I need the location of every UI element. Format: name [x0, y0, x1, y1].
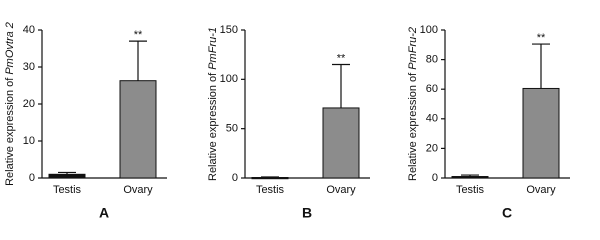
- y-tick-label: 0: [232, 172, 238, 184]
- y-tick-label: 40: [23, 24, 35, 36]
- bar: [322, 107, 360, 179]
- significance: **: [537, 32, 546, 44]
- x-tick-label: Testis: [53, 184, 82, 196]
- y-axis-label: Relative expression of PmFru-1: [207, 27, 219, 181]
- x-tick-label: Ovary: [326, 184, 356, 196]
- bar: [48, 173, 86, 179]
- figure: 0 10 20 30 40 Relative expression of PmOvtra 2…: [4, 22, 570, 221]
- bar: [522, 87, 560, 179]
- y-axis-label-gene: PmFru-1: [207, 27, 219, 70]
- y-tick-label: 100: [220, 73, 238, 85]
- x-tick-label: Ovary: [123, 184, 153, 196]
- y-axis-label: Relative expression of PmFru-2: [407, 27, 419, 181]
- y-tick-label: 150: [220, 24, 238, 36]
- y-tick-label: 20: [426, 142, 438, 154]
- bar: [251, 177, 289, 180]
- y-tick-label: 60: [426, 83, 438, 95]
- y-tick-label: 20: [23, 98, 35, 110]
- significance: **: [134, 29, 143, 41]
- y-tick-label: 30: [23, 61, 35, 73]
- y-axis-label-gene: PmFru-2: [407, 27, 419, 70]
- y-tick-label: 0: [29, 172, 35, 184]
- panel-label: A: [99, 205, 109, 221]
- y-axis-label-gene: PmOvtra 2: [4, 22, 16, 75]
- y-axis-label-text: Relative expression of: [407, 72, 419, 181]
- y-tick-label: 100: [420, 24, 438, 36]
- bar: [119, 80, 157, 179]
- significance: **: [337, 52, 346, 64]
- panel-label: B: [302, 205, 312, 221]
- y-axis-label-text: Relative expression of: [207, 72, 219, 181]
- x-tick-label: Testis: [256, 184, 285, 196]
- y-tick-label: 40: [426, 113, 438, 125]
- bar: [451, 176, 489, 179]
- x-tick-label: Testis: [456, 184, 485, 196]
- y-axis-label: Relative expression of PmOvtra 2: [4, 22, 16, 186]
- x-tick-label: Ovary: [526, 184, 556, 196]
- panel-label: C: [502, 205, 512, 221]
- y-tick-label: 50: [226, 123, 238, 135]
- y-tick-label: 80: [426, 54, 438, 66]
- y-tick-label: 10: [23, 135, 35, 147]
- y-axis-label-text: Relative expression of: [4, 77, 16, 186]
- y-tick-label: 0: [432, 172, 438, 184]
